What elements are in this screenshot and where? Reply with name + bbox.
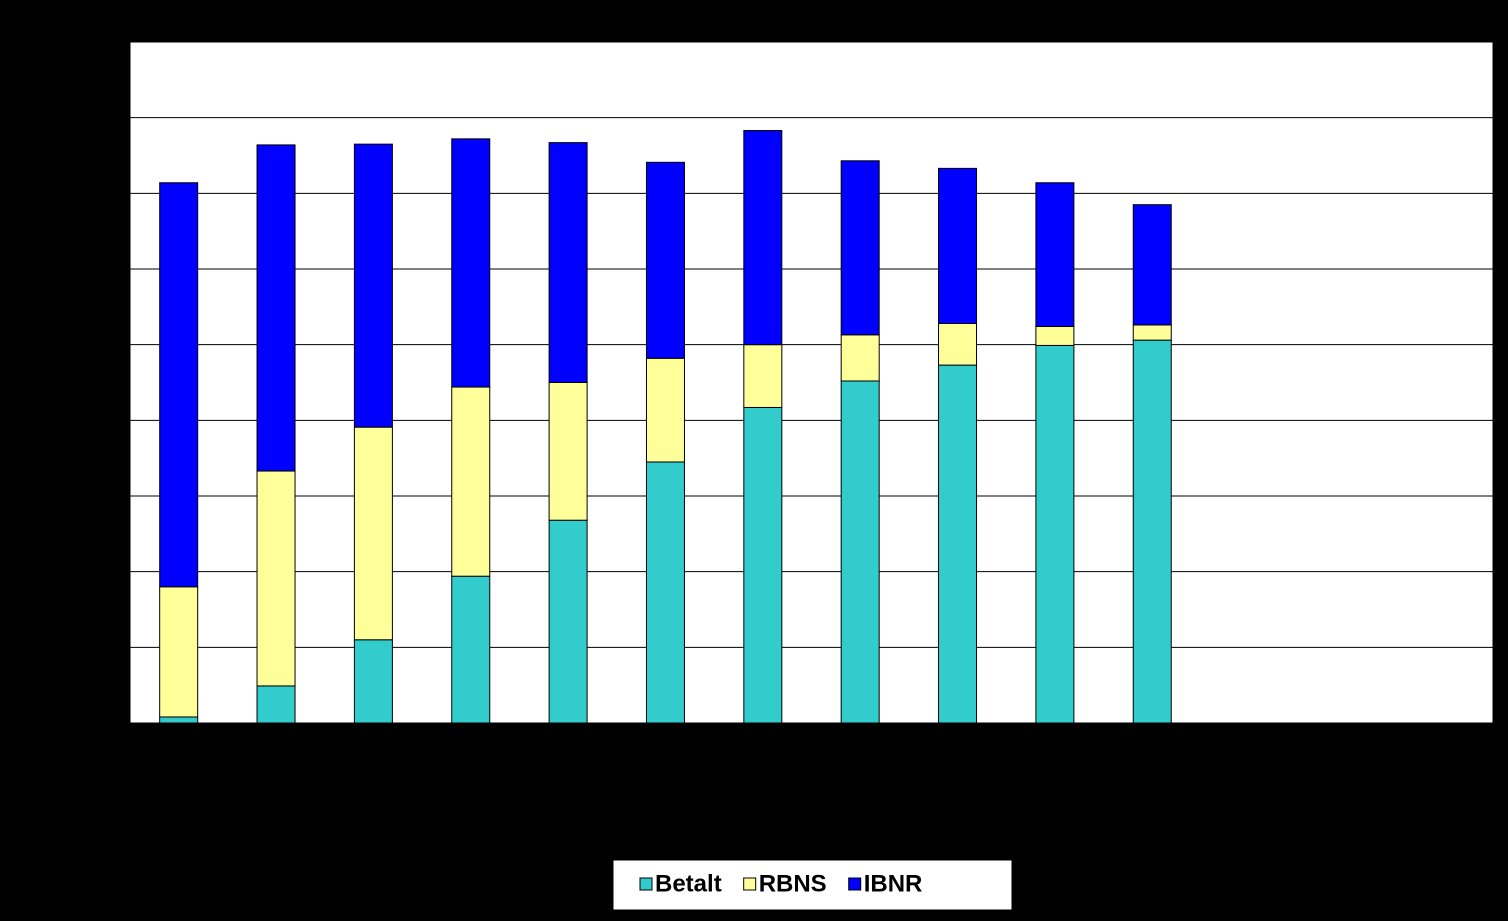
bar-segment bbox=[743, 130, 783, 346]
bar-segment bbox=[451, 138, 491, 388]
bar-segment bbox=[938, 364, 978, 724]
y-tick-label: 1 bbox=[112, 638, 120, 654]
bar-segment bbox=[353, 426, 393, 641]
legend-label: RBNS bbox=[759, 870, 827, 897]
y-tick-label: 6 bbox=[112, 260, 120, 276]
bar-segment bbox=[645, 357, 685, 463]
bar-segment bbox=[840, 160, 880, 336]
bar-segment bbox=[1132, 339, 1172, 724]
bar-segment bbox=[840, 380, 880, 724]
bar-segment bbox=[159, 716, 199, 724]
bar-segment bbox=[1035, 344, 1075, 724]
bar-segment bbox=[256, 470, 296, 687]
bar-segment bbox=[256, 144, 296, 472]
bar-segment bbox=[1132, 324, 1172, 341]
bar-segment bbox=[938, 322, 978, 366]
bar-segment bbox=[840, 334, 880, 382]
legend-swatch bbox=[743, 877, 757, 891]
legend-label: IBNR bbox=[864, 870, 923, 897]
bar-segment bbox=[1035, 326, 1075, 346]
bar-segment bbox=[451, 386, 491, 577]
y-tick-label: 0 bbox=[112, 714, 120, 730]
y-tick-label: 8 bbox=[112, 108, 120, 124]
bar-segment bbox=[938, 167, 978, 324]
legend-box bbox=[612, 859, 1013, 911]
bar-segment bbox=[548, 519, 588, 724]
bar-segment bbox=[451, 575, 491, 724]
bar-segment bbox=[159, 182, 199, 588]
legend-swatch bbox=[848, 877, 862, 891]
bar-segment bbox=[645, 161, 685, 359]
legend-label: Betalt bbox=[655, 870, 722, 897]
bar-segment bbox=[353, 639, 393, 724]
plot-area bbox=[129, 41, 1494, 724]
y-tick-label: 7 bbox=[112, 184, 120, 200]
legend-swatch bbox=[639, 877, 653, 891]
y-tick-label: 4 bbox=[112, 411, 120, 427]
bar-segment bbox=[353, 143, 393, 428]
bar-segment bbox=[743, 344, 783, 408]
bar-segment bbox=[548, 382, 588, 521]
bar-segment bbox=[645, 461, 685, 724]
y-tick-label: 5 bbox=[112, 335, 120, 351]
y-tick-label: 2 bbox=[112, 562, 120, 578]
bar-segment bbox=[1132, 204, 1172, 326]
bar-segment bbox=[159, 586, 199, 718]
bar-segment bbox=[256, 685, 296, 724]
bar-segment bbox=[548, 142, 588, 383]
bar-segment bbox=[743, 406, 783, 724]
bar-segment bbox=[1035, 182, 1075, 328]
y-tick-label: 9 bbox=[112, 33, 120, 49]
y-tick-label: 3 bbox=[112, 487, 120, 503]
legend: Betalt RBNS IBNR bbox=[612, 859, 1013, 911]
